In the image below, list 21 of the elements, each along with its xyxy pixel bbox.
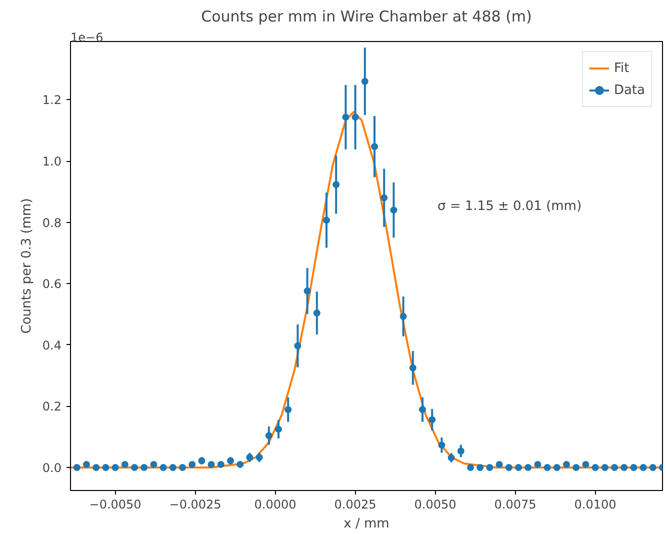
x-tick-label: −0.0050 [89,498,142,512]
chart-title: Counts per mm in Wire Chamber at 488 (m) [201,8,532,26]
y-tick-label: 0.8 [42,216,62,230]
x-tick-label: 0.0025 [334,498,376,512]
x-tick-label: 0.0100 [574,498,616,512]
y-tick-label: 0.0 [42,461,62,476]
x-tick-label: −0.0025 [169,498,222,512]
x-tick-label: 0.0050 [414,498,456,512]
y-tick-label: 0.6 [42,277,62,292]
annotation: 1e−6 [70,30,104,44]
y-tick-label: 1.0 [42,154,62,169]
y-tick-label: 1.2 [42,93,62,108]
legend-label: Fit [614,60,630,76]
y-axis-title: Counts per 0.3 (mm) [19,198,34,334]
x-tick-label: 0.0000 [254,498,296,512]
legend-label: Data [614,82,645,98]
y-tick-label: 0.2 [42,400,62,414]
x-axis-title: x / mm [344,516,390,532]
y-tick-label: 0.4 [42,338,62,352]
annotation: σ = 1.15 ± 0.01 (mm) [438,199,582,214]
x-tick-label: 0.0075 [494,498,536,512]
